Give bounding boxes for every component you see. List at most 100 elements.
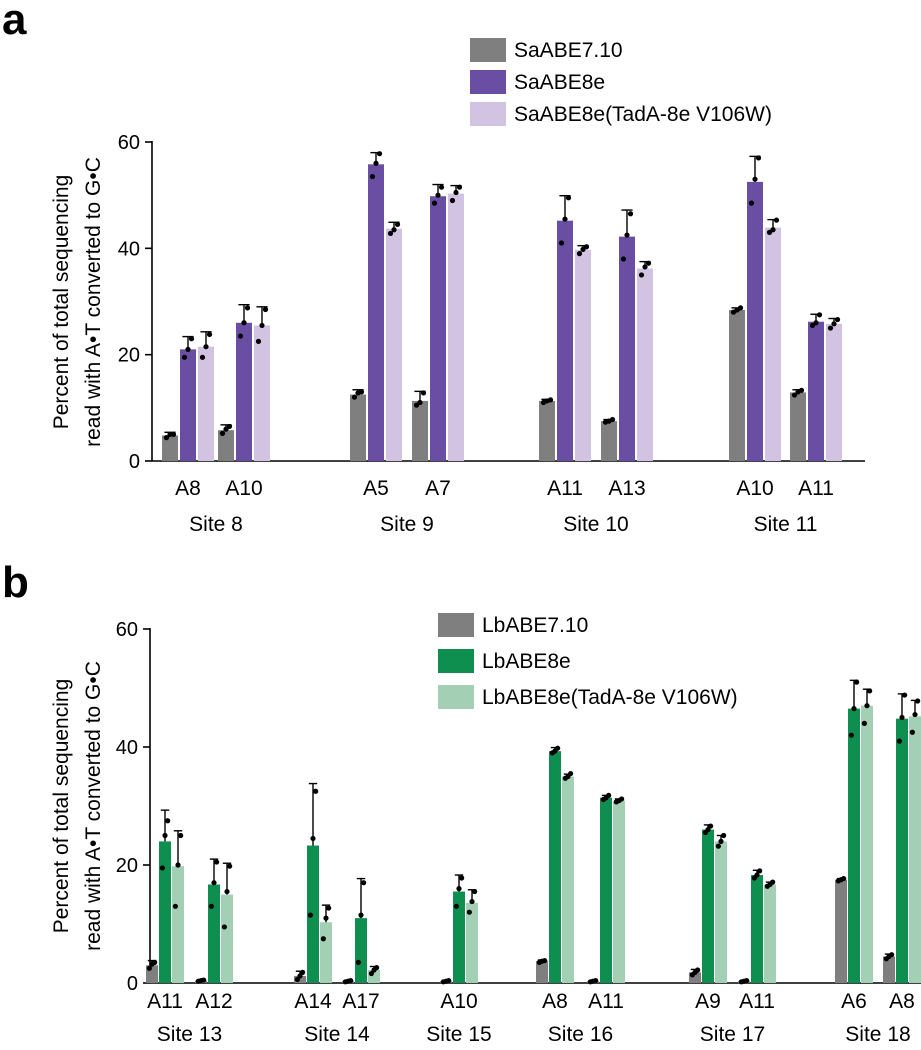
x-site-label: Site 16 — [548, 1023, 613, 1046]
data-point — [469, 898, 475, 905]
data-point — [809, 322, 816, 329]
x-category-label: A10 — [440, 990, 477, 1013]
data-point — [223, 426, 229, 432]
y-tick-label: 60 — [116, 619, 138, 641]
data-point — [323, 915, 329, 921]
data-point — [355, 959, 361, 965]
x-site-label: Site 13 — [157, 1023, 222, 1046]
data-point — [547, 397, 554, 403]
data-point — [294, 976, 300, 983]
bar — [557, 220, 573, 461]
data-point — [583, 244, 590, 250]
x-site-label: Site 11 — [754, 513, 818, 536]
data-point — [214, 859, 220, 865]
panel-letter-a: a — [2, 0, 27, 44]
bar — [808, 321, 824, 461]
data-point — [721, 832, 727, 839]
bar — [386, 228, 402, 461]
data-point — [201, 977, 207, 983]
x-category-label: A8 — [889, 990, 915, 1013]
data-point — [841, 875, 847, 882]
bar — [254, 325, 270, 461]
data-point — [737, 305, 744, 311]
data-point — [413, 402, 420, 408]
data-point — [146, 965, 152, 971]
data-point — [867, 688, 873, 694]
data-point — [770, 227, 776, 233]
bar — [162, 435, 178, 461]
y-tick-label: 60 — [118, 132, 140, 154]
data-point — [326, 905, 332, 911]
data-point — [593, 978, 599, 984]
x-site-label: Site 18 — [845, 1023, 910, 1046]
x-category-label: A11 — [147, 990, 183, 1013]
data-point — [848, 732, 854, 738]
data-point — [224, 888, 230, 895]
bar — [355, 918, 367, 983]
y-tick-label: 20 — [118, 345, 140, 367]
y-tick-label: 20 — [116, 855, 138, 877]
data-point — [206, 331, 213, 338]
x-category-label: A12 — [195, 990, 232, 1013]
data-point — [438, 184, 445, 190]
data-point — [348, 978, 354, 984]
data-point — [766, 229, 773, 235]
bar — [320, 922, 332, 983]
data-point — [170, 431, 177, 438]
data-point — [834, 316, 841, 323]
bar — [715, 841, 727, 983]
legend-entry: LbABE8e(TadA-8e V106W) — [482, 686, 738, 709]
data-point — [854, 679, 860, 685]
data-point — [576, 251, 583, 257]
x-category-label: A13 — [608, 477, 645, 500]
data-point — [864, 703, 870, 709]
data-point — [226, 423, 233, 430]
bar — [294, 975, 306, 983]
x-category-label: A5 — [363, 477, 389, 500]
y-axis-label-line: Percent of total sequencing — [50, 679, 73, 934]
bar — [172, 866, 184, 983]
legend-swatch — [470, 70, 506, 94]
bar — [236, 322, 252, 461]
data-point — [435, 192, 441, 198]
bar — [448, 193, 464, 462]
data-point — [645, 260, 652, 266]
data-point — [199, 354, 206, 360]
data-point — [773, 217, 780, 223]
legend-swatch — [438, 649, 474, 673]
data-point — [638, 272, 645, 278]
data-point — [558, 240, 565, 246]
data-point — [606, 792, 612, 798]
data-point — [813, 320, 819, 326]
y-tick-label: 0 — [129, 451, 140, 473]
bar — [218, 430, 234, 461]
data-point — [446, 978, 452, 984]
data-point — [203, 344, 209, 350]
data-point — [387, 230, 394, 237]
data-point — [351, 394, 358, 400]
y-tick-label: 40 — [118, 238, 140, 260]
legend-entry: SaABE7.10 — [514, 39, 623, 62]
x-category-label: A11 — [547, 477, 583, 500]
bar — [613, 800, 625, 983]
bar — [883, 956, 895, 983]
data-point — [453, 903, 459, 909]
bar — [848, 708, 860, 983]
data-point — [627, 211, 634, 217]
data-point — [208, 903, 214, 909]
y-axis-label-line: read with A•T converted to G•C — [82, 661, 105, 951]
data-point — [300, 969, 306, 975]
data-point — [831, 321, 837, 327]
data-point — [417, 399, 423, 406]
data-point — [899, 714, 905, 721]
data-point — [320, 936, 326, 942]
x-site-label: Site 8 — [189, 513, 243, 536]
bar — [198, 346, 214, 461]
data-point — [568, 770, 574, 777]
x-category-label: A8 — [175, 477, 201, 500]
data-point — [466, 909, 472, 915]
data-point — [163, 435, 170, 441]
bar — [896, 718, 908, 983]
bar — [835, 879, 847, 983]
x-category-label: A9 — [695, 990, 721, 1013]
